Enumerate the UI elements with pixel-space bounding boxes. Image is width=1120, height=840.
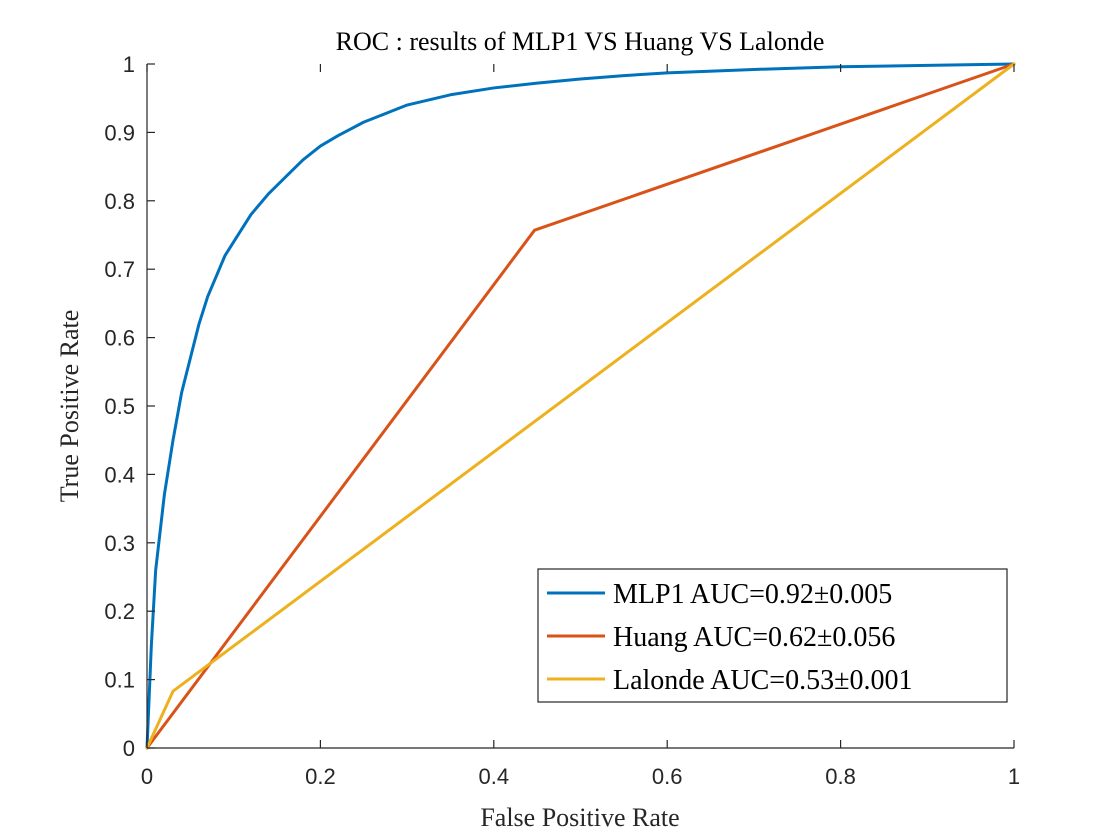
- series-line-1: [145, 62, 1016, 750]
- legend: MLP1 AUC=0.92±0.005 Huang AUC=0.62±0.056 L…: [537, 568, 1008, 703]
- y-tick-label: 0.4: [104, 462, 135, 487]
- y-tick-label: 0.9: [104, 120, 135, 145]
- x-tick-label: 0.4: [479, 764, 510, 789]
- chart-title: ROC : results of MLP1 VS Huang VS Lalond…: [336, 27, 825, 56]
- x-tick-label: 0.2: [305, 764, 336, 789]
- x-axis-label: False Positive Rate: [480, 803, 679, 832]
- legend-items: MLP1 AUC=0.92±0.005 Huang AUC=0.62±0.056 L…: [547, 579, 912, 696]
- y-tick-label: 0: [123, 736, 135, 761]
- legend-label-1: Huang AUC=0.62±0.056: [613, 622, 895, 653]
- legend-box: [537, 568, 1008, 703]
- y-tick-label: 0.3: [104, 531, 135, 556]
- series-line-2: [145, 62, 1016, 750]
- x-ticks: 0 0.2 0.4 0.6 0.8 1: [141, 64, 1020, 789]
- y-tick-label: 1: [123, 52, 135, 77]
- legend-label-2: Lalonde AUC=0.53±0.001: [613, 665, 912, 696]
- y-tick-label: 0.5: [104, 394, 135, 419]
- y-tick-label: 0.6: [104, 326, 135, 351]
- series-layer: [145, 62, 1016, 750]
- y-ticks: 0 0.1 0.2 0.3 0.4 0.5 0.6 0.7 0.8 0.9 1: [104, 52, 155, 761]
- x-tick-label: 0.6: [652, 764, 683, 789]
- y-tick-label: 0.7: [104, 257, 135, 282]
- x-tick-label: 0.8: [825, 764, 856, 789]
- y-tick-label: 0.8: [104, 189, 135, 214]
- series-line-0: [145, 62, 1016, 750]
- y-tick-label: 0.2: [104, 599, 135, 624]
- y-tick-label: 0.1: [104, 668, 135, 693]
- x-tick-label: 0: [141, 764, 153, 789]
- legend-label-0: MLP1 AUC=0.92±0.005: [613, 579, 892, 610]
- x-tick-label: 1: [1008, 764, 1020, 789]
- y-axis-label: True Positive Rate: [55, 310, 84, 503]
